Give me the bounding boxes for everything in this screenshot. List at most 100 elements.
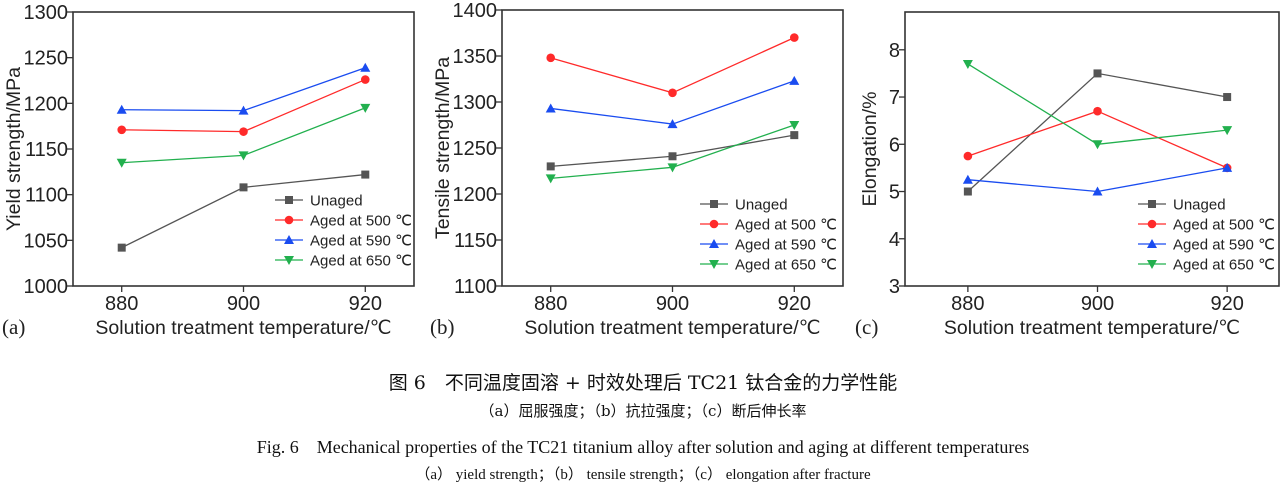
series-line — [121, 67, 366, 112]
x-tick-label: 900 — [656, 293, 689, 315]
caption-zh-title: 图 6 不同温度固溶 + 时效处理后 TC21 钛合金的力学性能 — [388, 372, 898, 394]
data-point — [789, 75, 800, 85]
data-point — [1092, 186, 1103, 196]
data-point — [238, 151, 249, 161]
plot-frame — [904, 11, 1280, 287]
x-tick-label: 920 — [778, 293, 811, 315]
series-line — [967, 110, 1228, 169]
legend-marker — [284, 215, 294, 225]
y-tick-label: 6 — [889, 134, 900, 156]
legend-label: Aged at 650 ℃ — [1173, 257, 1275, 274]
legend-label: Aged at 500 ℃ — [310, 213, 412, 230]
data-point — [1223, 93, 1232, 102]
legend-marker — [285, 196, 293, 204]
y-tick-label: 7 — [889, 87, 900, 109]
legend-marker — [709, 219, 719, 229]
series-line — [121, 78, 366, 133]
legend-label: Aged at 590 ℃ — [1173, 237, 1275, 254]
x-tick-label: 900 — [1081, 293, 1114, 315]
x-tick-label: 880 — [105, 293, 138, 315]
chart-panel-a: 1000 1050 1100 1150 1200 1250 1300 880 900 920Sol… — [2, 2, 415, 339]
y-tick-label: 8 — [889, 40, 900, 62]
y-tick-label: 1150 — [454, 230, 497, 252]
data-point — [116, 104, 127, 114]
x-axis-label: Solution treatment temperature/℃ — [944, 317, 1240, 339]
data-point — [790, 131, 799, 140]
data-point — [360, 103, 371, 113]
legend-label: Aged at 650 ℃ — [735, 257, 837, 274]
data-point — [116, 158, 127, 168]
y-tick-label: 1150 — [25, 139, 68, 161]
legend-label: Unaged — [735, 197, 788, 214]
legend-label: Aged at 500 ℃ — [735, 217, 837, 234]
legend-marker — [284, 256, 294, 265]
legend-marker — [284, 235, 294, 244]
data-point — [239, 127, 248, 136]
x-axis-label: Solution treatment temperature/℃ — [95, 317, 391, 339]
y-tick-label: 4 — [889, 229, 900, 251]
series-line — [550, 80, 795, 125]
y-axis-label: Elongation/% — [859, 92, 881, 207]
data-point — [545, 103, 556, 113]
data-point — [1092, 140, 1103, 150]
data-point — [1222, 162, 1233, 172]
y-tick-label: 1300 — [453, 92, 498, 114]
data-point — [546, 53, 556, 63]
data-point — [668, 88, 677, 98]
data-point — [1093, 69, 1102, 78]
caption-en-subtitle: （a） yield strength；（b） tensile strength；… — [415, 467, 871, 483]
y-tick-label: 5 — [889, 182, 900, 204]
series-line — [550, 134, 795, 168]
data-point — [962, 59, 973, 69]
data-point — [360, 62, 371, 72]
y-tick-label: 1100 — [454, 276, 497, 298]
panel-label: (b) — [430, 315, 455, 339]
series-line — [550, 37, 795, 94]
caption-zh-subtitle: （a）屈服强度；（b）抗拉强度；（c）断后伸长率 — [479, 402, 807, 420]
legend-label: Aged at 650 ℃ — [310, 253, 412, 270]
data-point — [963, 187, 972, 196]
y-tick-label: 1200 — [24, 93, 69, 115]
data-point — [667, 119, 678, 129]
panel-label: (c) — [855, 315, 878, 339]
data-point — [117, 125, 127, 135]
data-point — [239, 183, 248, 192]
legend-label: Aged at 500 ℃ — [1173, 217, 1275, 234]
chart-panel-b: 1100 1150 1200 1250 1300 1350 1400 880 900 920Sol… — [430, 0, 844, 339]
data-point — [117, 243, 126, 252]
x-tick-label: 920 — [1210, 293, 1243, 315]
x-tick-label: 880 — [534, 293, 567, 315]
legend-label: Aged at 590 ℃ — [735, 237, 837, 254]
data-point — [546, 162, 555, 171]
legend-label: Unaged — [1173, 197, 1226, 214]
legend-marker — [710, 200, 718, 208]
data-point — [360, 75, 370, 84]
data-point — [789, 33, 799, 42]
data-point — [963, 151, 973, 161]
y-tick-label: 1100 — [25, 185, 68, 207]
data-point — [1222, 126, 1233, 136]
y-tick-label: 1250 — [24, 48, 69, 70]
legend-marker — [1147, 239, 1157, 248]
series-line — [967, 72, 1228, 192]
y-tick-label: 1250 — [453, 138, 498, 160]
legend-label: Aged at 590 ℃ — [310, 233, 412, 250]
y-tick-label: 3 — [889, 276, 900, 298]
x-axis-label: Solution treatment temperature/℃ — [524, 317, 820, 339]
x-tick-label: 920 — [349, 293, 382, 315]
x-tick-label: 880 — [951, 293, 984, 315]
y-tick-label: 1350 — [453, 46, 498, 68]
y-tick-label: 1000 — [24, 276, 69, 298]
legend-marker — [1147, 219, 1157, 229]
data-point — [1093, 106, 1102, 116]
panel-label: (a) — [2, 315, 25, 339]
caption-en-title: Fig. 6 Mechanical properties of the TC21… — [256, 437, 1030, 457]
data-point — [545, 174, 556, 184]
legend-marker — [1148, 200, 1156, 208]
y-axis-label: Tensile strength/MPa — [432, 57, 454, 239]
legend-marker — [1147, 260, 1157, 269]
y-tick-label: 1400 — [453, 0, 498, 22]
data-point — [667, 163, 678, 173]
